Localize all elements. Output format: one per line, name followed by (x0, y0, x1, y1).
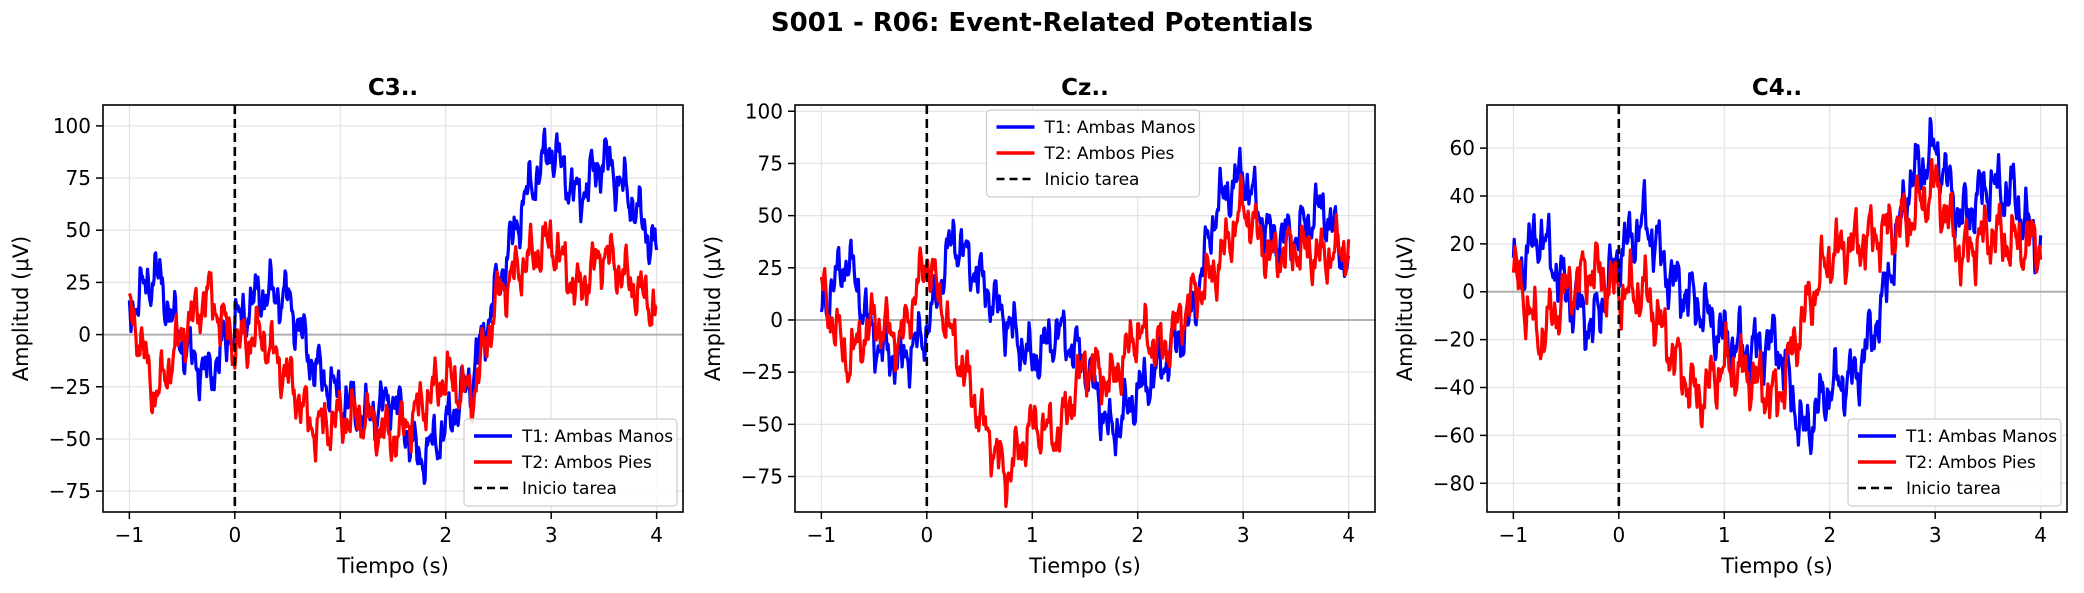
series-line-t2 (819, 173, 1351, 508)
x-tick-label: 3 (545, 523, 558, 547)
x-tick-label: 1 (334, 523, 347, 547)
figure-title: S001 - R06: Event-Related Potentials (770, 8, 1314, 38)
x-axis-label: Tiempo (s) (1720, 554, 1833, 578)
y-tick-label: 75 (758, 151, 783, 175)
y-tick-label: −40 (1433, 376, 1475, 400)
x-tick-label: 3 (1237, 523, 1250, 547)
x-tick-label: 2 (1131, 523, 1144, 547)
y-tick-label: −25 (741, 360, 783, 384)
panel-title: C4.. (1752, 75, 1802, 101)
y-tick-label: 0 (1462, 280, 1475, 304)
x-tick-label: 4 (650, 523, 663, 547)
y-tick-label: −60 (1433, 423, 1475, 447)
legend-label-t1: T1: Ambas Manos (521, 427, 673, 447)
legend-label-onset: Inicio tarea (1906, 479, 2001, 499)
y-tick-label: 75 (66, 166, 91, 190)
legend-label-t1: T1: Ambas Manos (1905, 427, 2057, 447)
legend-box (985, 109, 1201, 198)
y-tick-label: −20 (1433, 328, 1475, 352)
legend-label-t2: T2: Ambos Pies (1905, 453, 2036, 473)
y-tick-label: −50 (741, 412, 783, 436)
y-axis-label: Amplitud (μV) (9, 236, 33, 381)
legend: T1: Ambas Manos T2: Ambos Pies Inicio tare… (985, 109, 1201, 198)
y-tick-label: 60 (1450, 136, 1475, 160)
y-tick-label: 25 (758, 256, 783, 280)
x-tick-label: 4 (2034, 523, 2047, 547)
x-tick-label: 2 (1823, 523, 1836, 547)
legend-box (463, 418, 678, 507)
legend-label-t2: T2: Ambos Pies (521, 453, 652, 473)
y-tick-label: −50 (49, 427, 91, 451)
y-tick-label: 100 (53, 114, 91, 138)
y-tick-label: −80 (1433, 471, 1475, 495)
y-tick-label: −25 (49, 375, 91, 399)
y-axis-label: Amplitud (μV) (701, 236, 725, 381)
plot-frame (1486, 104, 2068, 513)
y-axis-label: Amplitud (μV) (1393, 236, 1417, 381)
x-tick-label: 0 (1612, 523, 1625, 547)
y-tick-label: −75 (741, 465, 783, 489)
y-tick-label: 100 (745, 99, 783, 123)
series-line-t1 (127, 127, 659, 485)
x-tick-label: −1 (1499, 523, 1528, 547)
x-tick-label: 4 (1342, 523, 1355, 547)
y-tick-label: 25 (66, 270, 91, 294)
panel-1: −1 0 1 2 3 4 −75 −50 −25 0 25 50 75 100 C3.. Tiempo (s)… (9, 75, 684, 578)
legend-label-t2: T2: Ambos Pies (1044, 144, 1175, 164)
series-line-t2 (127, 219, 658, 463)
panel-2: −1 0 1 2 3 4 −75 −50 −25 0 25 50 75 100 Cz.. Tiempo (s)… (701, 75, 1376, 578)
legend: T1: Ambas Manos T2: Ambos Pies Inicio tare… (463, 418, 678, 507)
plot-frame (794, 104, 1376, 513)
panel-title: Cz.. (1061, 75, 1109, 101)
x-tick-label: 1 (1026, 523, 1039, 547)
legend-label-onset: Inicio tarea (1045, 170, 1140, 190)
x-tick-label: 0 (920, 523, 933, 547)
series-line-t2 (1511, 158, 2043, 429)
x-tick-label: 3 (1929, 523, 1942, 547)
x-axis-label: Tiempo (s) (1028, 554, 1141, 578)
x-tick-label: 2 (439, 523, 452, 547)
x-tick-label: 0 (228, 523, 241, 547)
legend-box (1847, 418, 2062, 507)
y-tick-label: −75 (49, 479, 91, 503)
y-tick-label: 0 (78, 323, 91, 347)
y-tick-label: 20 (1450, 232, 1475, 256)
panel-3: −1 0 1 2 3 4 −80 −60 −40 −20 0 20 40 60 C4.. Tiempo (s)… (1393, 75, 2068, 578)
panel-title: C3.. (368, 75, 418, 101)
legend-label-onset: Inicio tarea (522, 479, 617, 499)
y-tick-label: 50 (758, 204, 783, 228)
x-axis-label: Tiempo (s) (336, 554, 449, 578)
plot-frame (102, 104, 684, 513)
legend: T1: Ambas Manos T2: Ambos Pies Inicio tare… (1847, 418, 2062, 507)
legend-label-t1: T1: Ambas Manos (1044, 118, 1196, 138)
y-tick-label: 0 (770, 308, 783, 332)
x-tick-label: −1 (807, 523, 836, 547)
y-tick-label: 50 (66, 218, 91, 242)
x-tick-label: −1 (115, 523, 144, 547)
y-tick-label: 40 (1450, 184, 1475, 208)
x-tick-label: 1 (1718, 523, 1731, 547)
